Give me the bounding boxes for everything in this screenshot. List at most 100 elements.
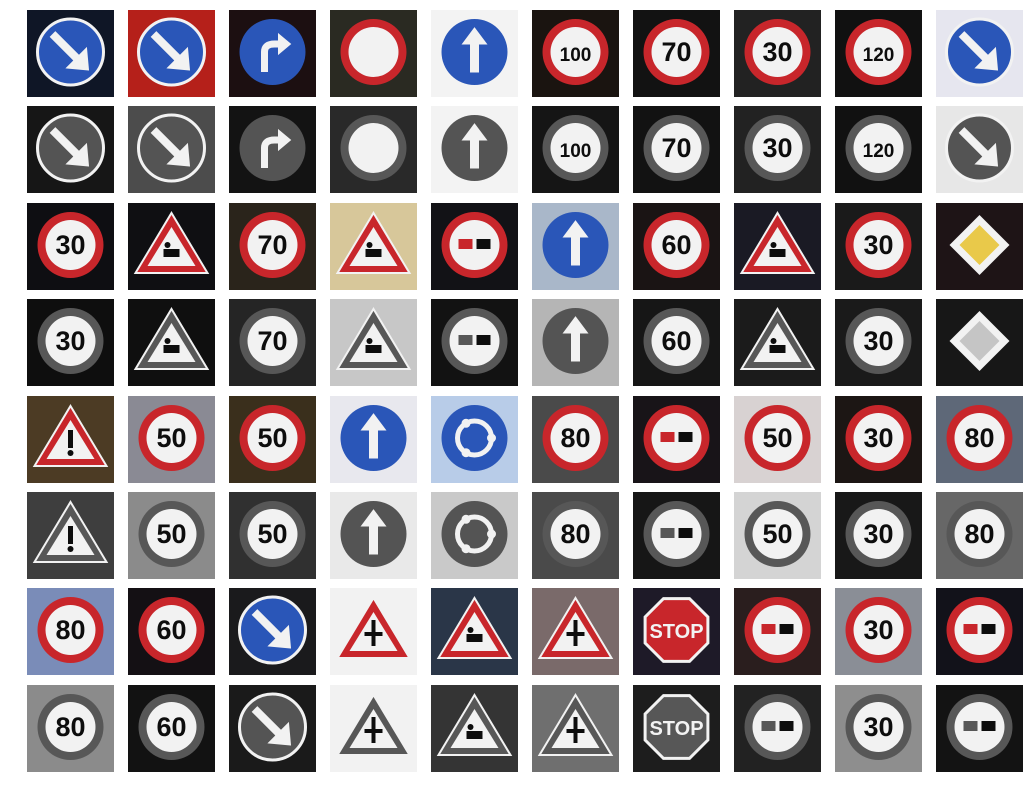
grayscale-tile: [431, 492, 518, 579]
sign-image: 80: [936, 492, 1023, 579]
stop-text: STOP: [649, 621, 703, 643]
grayscale-tile: 30: [835, 299, 922, 386]
speed-value: 30: [863, 326, 893, 356]
sign-image: [330, 203, 417, 290]
sign-image: 80: [532, 492, 619, 579]
sign-image: 100: [532, 106, 619, 193]
priority-road-sign: [949, 215, 1010, 275]
sign-image: 70: [633, 106, 720, 193]
grayscale-tile: [229, 685, 316, 772]
color-tile: 30: [835, 203, 922, 290]
sign-image: [128, 106, 215, 193]
sign-image: 30: [835, 588, 922, 675]
sign-image: [633, 492, 720, 579]
sign-image: 50: [734, 396, 821, 483]
road-work-sign: [335, 211, 412, 274]
speed-value: 80: [964, 519, 994, 549]
children-crossing-sign: [739, 211, 816, 274]
speed-limit-sign: 60: [138, 694, 205, 760]
grayscale-tile: 100: [532, 106, 619, 193]
no-trucks-passing-sign: [946, 694, 1013, 760]
speed-limit-sign: 70: [239, 308, 306, 374]
speed-limit-sign: 30: [845, 405, 912, 471]
road-work-sign: [436, 596, 513, 659]
speed-value: 60: [661, 230, 691, 260]
speed-limit-sign: 30: [845, 597, 912, 663]
color-tile: [27, 10, 114, 97]
grayscale-tile: [431, 299, 518, 386]
speed-limit-sign: 60: [643, 308, 710, 374]
grayscale-tile: [229, 106, 316, 193]
roundabout-sign: [441, 405, 508, 471]
road-work-sign: [335, 307, 412, 370]
sign-image: [633, 396, 720, 483]
road-work-sign: [436, 693, 513, 756]
sign-image: STOP: [633, 588, 720, 675]
children-crossing-sign: [739, 307, 816, 370]
sign-image: 30: [835, 492, 922, 579]
sign-image: [27, 492, 114, 579]
grayscale-tile: 30: [27, 299, 114, 386]
speed-value: 80: [964, 423, 994, 453]
speed-limit-sign: 50: [138, 405, 205, 471]
sign-image: 70: [229, 299, 316, 386]
speed-limit-sign: 80: [37, 694, 104, 760]
speed-value: 60: [156, 615, 186, 645]
speed-limit-sign: 70: [239, 212, 306, 278]
grayscale-tile: 80: [936, 492, 1023, 579]
sign-image: [936, 588, 1023, 675]
grayscale-tile: 50: [734, 492, 821, 579]
color-tile: [128, 10, 215, 97]
color-tile: [229, 588, 316, 675]
color-tile: [27, 396, 114, 483]
color-tile: 30: [734, 10, 821, 97]
sign-image: [431, 588, 518, 675]
right-of-way-sign: [537, 693, 614, 756]
grayscale-tile: [330, 492, 417, 579]
color-tile: 30: [835, 588, 922, 675]
sign-image: [229, 10, 316, 97]
sign-image: [734, 685, 821, 772]
sign-image: 50: [128, 396, 215, 483]
sign-image: [532, 299, 619, 386]
speed-value: 60: [156, 712, 186, 742]
speed-value: 50: [156, 423, 186, 453]
speed-limit-sign: 30: [744, 115, 811, 181]
speed-limit-sign: 120: [845, 115, 912, 181]
speed-limit-sign: 30: [37, 308, 104, 374]
color-tile: [330, 396, 417, 483]
speed-limit-sign: 80: [946, 405, 1013, 471]
sign-image: [532, 685, 619, 772]
priority-road-sign: [949, 311, 1010, 371]
stop-sign: STOP: [643, 597, 710, 663]
ahead-only-sign: [441, 19, 508, 85]
color-tile: [532, 588, 619, 675]
grayscale-tile: 30: [734, 106, 821, 193]
sign-image: 60: [128, 588, 215, 675]
speed-limit-sign: 30: [845, 308, 912, 374]
speed-limit-sign: 80: [542, 501, 609, 567]
color-tile: [734, 588, 821, 675]
sign-image: [936, 299, 1023, 386]
grayscale-tile: [532, 685, 619, 772]
speed-limit-sign: 30: [37, 212, 104, 278]
sign-image: 30: [734, 10, 821, 97]
speed-value: 80: [55, 615, 85, 645]
speed-value: 70: [257, 230, 287, 260]
speed-value: 30: [55, 230, 85, 260]
color-tile: [936, 203, 1023, 290]
speed-limit-sign: 70: [643, 19, 710, 85]
grayscale-tile: 70: [229, 299, 316, 386]
sign-image: 30: [734, 106, 821, 193]
keep-right-sign: [945, 113, 1014, 183]
right-of-way-sign: [537, 596, 614, 659]
grayscale-tile: [431, 685, 518, 772]
grayscale-tile: [936, 106, 1023, 193]
sign-image: [27, 10, 114, 97]
sign-image: 30: [27, 299, 114, 386]
speed-value: 50: [257, 519, 287, 549]
ahead-only-sign: [542, 212, 609, 278]
speed-value: 120: [863, 45, 895, 66]
keep-right-sign: [238, 692, 307, 762]
color-tile: [936, 588, 1023, 675]
